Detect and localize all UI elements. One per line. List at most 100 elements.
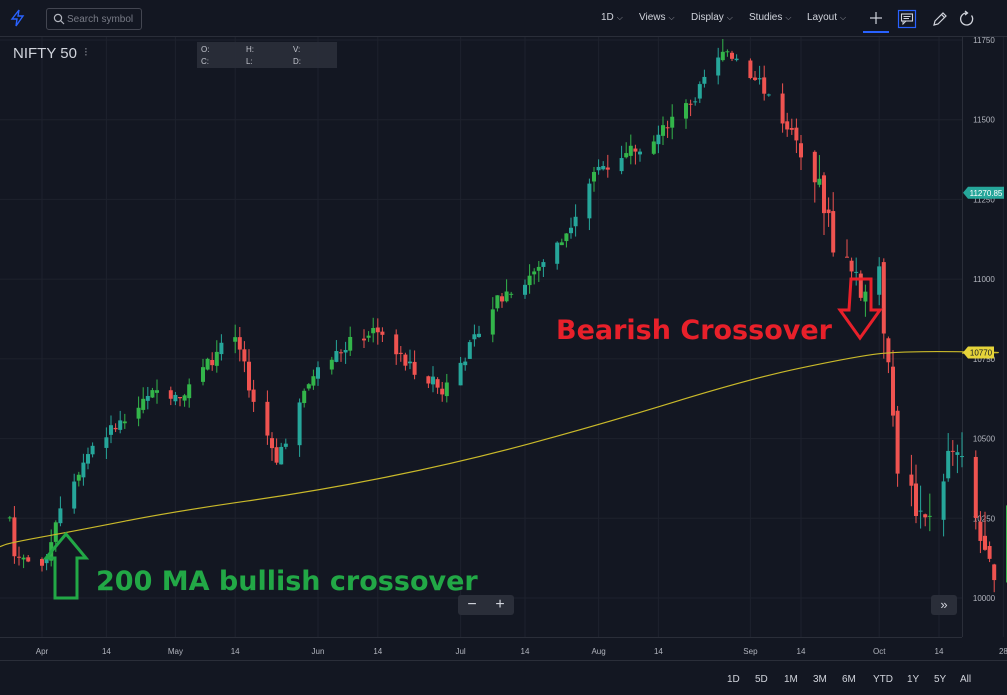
bearish-arrow-icon [837, 277, 883, 341]
candle [730, 50, 734, 61]
time-tick-label: Sep [743, 647, 758, 656]
candle [58, 496, 63, 527]
interval-label: 1D [601, 12, 614, 23]
candle [302, 388, 307, 408]
candle [688, 99, 693, 117]
candle [891, 350, 895, 427]
last-price-text: 11270.85 [970, 189, 1003, 198]
candle [279, 442, 284, 465]
candle [380, 327, 385, 343]
reset-icon[interactable] [957, 9, 977, 29]
candle [141, 387, 146, 414]
candle [624, 142, 629, 159]
price-tick-label: 11500 [973, 116, 995, 125]
candle [173, 391, 178, 406]
candle [242, 341, 247, 373]
candle [477, 325, 481, 338]
candle [509, 291, 514, 299]
price-tick-label: 10250 [973, 514, 996, 523]
candle [619, 145, 624, 175]
crosshair-icon[interactable] [863, 5, 889, 33]
range-button-ytd[interactable]: YTD [873, 674, 893, 685]
candle [398, 346, 403, 362]
time-tick-label: 28 [999, 647, 1007, 656]
candle [113, 423, 118, 433]
candle [219, 334, 224, 361]
candle [155, 379, 159, 404]
bearish-crossover-label: Bearish Crossover [556, 315, 832, 346]
lightning-icon[interactable] [9, 9, 27, 27]
candle [753, 70, 757, 81]
range-button-5y[interactable]: 5Y [934, 674, 947, 685]
candle [76, 471, 81, 487]
candle [849, 257, 854, 280]
comment-icon[interactable] [897, 9, 917, 29]
range-button-3m[interactable]: 3M [813, 674, 827, 685]
range-button-1d[interactable]: 1D [727, 674, 740, 685]
candle [90, 442, 95, 458]
candle [895, 405, 900, 487]
high-label: H: [246, 45, 254, 54]
layout-label: Layout [807, 12, 838, 23]
candle [780, 83, 785, 133]
candle [638, 148, 642, 162]
search-box[interactable] [46, 8, 142, 30]
candle [412, 350, 417, 380]
ohlc-legend: O: H: V: C: L: D: [197, 42, 337, 68]
more-icon[interactable]: ⁝ [84, 45, 88, 59]
range-button-1m[interactable]: 1M [784, 674, 798, 685]
studies-label: Studies [749, 12, 783, 23]
candle [472, 324, 477, 347]
price-chart[interactable]: 10000 10250 10500 10750 11000 11250 11500 11750… [0, 37, 1007, 660]
candle [237, 326, 242, 362]
candle [316, 361, 320, 386]
bullish-arrow-icon [42, 531, 90, 600]
last-price-tag: 11270.85 [963, 186, 1004, 199]
range-button-5d[interactable]: 5D [755, 674, 768, 685]
candle [909, 454, 914, 507]
zoom-out-button[interactable]: − [467, 596, 477, 613]
candle [697, 81, 702, 104]
range-button-6m[interactable]: 6M [842, 674, 856, 685]
candle [362, 329, 366, 349]
candle [104, 427, 109, 460]
candle [403, 352, 408, 371]
pencil-icon[interactable] [930, 9, 950, 29]
candle [684, 99, 688, 129]
candle [628, 134, 633, 165]
interval-dropdown[interactable]: 1D ⌵ [601, 12, 623, 23]
candle [785, 112, 790, 137]
candle [500, 292, 504, 308]
search-input[interactable] [67, 11, 139, 27]
display-dropdown[interactable]: Display ⌵ [691, 12, 733, 23]
scroll-to-latest-button[interactable]: » [931, 595, 957, 615]
close-label: C: [201, 57, 209, 66]
time-tick-label: 14 [102, 647, 111, 656]
candle [182, 393, 187, 407]
zoom-in-button[interactable]: + [495, 596, 505, 613]
candle [831, 192, 836, 257]
studies-dropdown[interactable]: Studies ⌵ [749, 12, 791, 23]
candle [150, 387, 155, 399]
range-button-all[interactable]: All [960, 674, 972, 685]
candle [665, 120, 670, 138]
time-tick-label: 14 [521, 647, 530, 656]
chevron-down-icon: ⌵ [616, 13, 623, 22]
candle [205, 357, 210, 371]
candle [118, 410, 123, 434]
candle [877, 257, 882, 306]
candle [431, 366, 435, 393]
candle [214, 340, 219, 373]
last-price-tag-shape [963, 186, 1004, 199]
layout-dropdown[interactable]: Layout ⌵ [807, 12, 846, 23]
candle [559, 238, 564, 246]
candle [720, 39, 725, 62]
candle [334, 340, 339, 363]
range-button-1y[interactable]: 1Y [907, 674, 920, 685]
views-dropdown[interactable]: Views ⌵ [639, 12, 675, 23]
candle [251, 379, 256, 412]
candle [845, 239, 849, 258]
candle [651, 135, 656, 155]
candle [265, 390, 270, 445]
candle [587, 178, 592, 231]
